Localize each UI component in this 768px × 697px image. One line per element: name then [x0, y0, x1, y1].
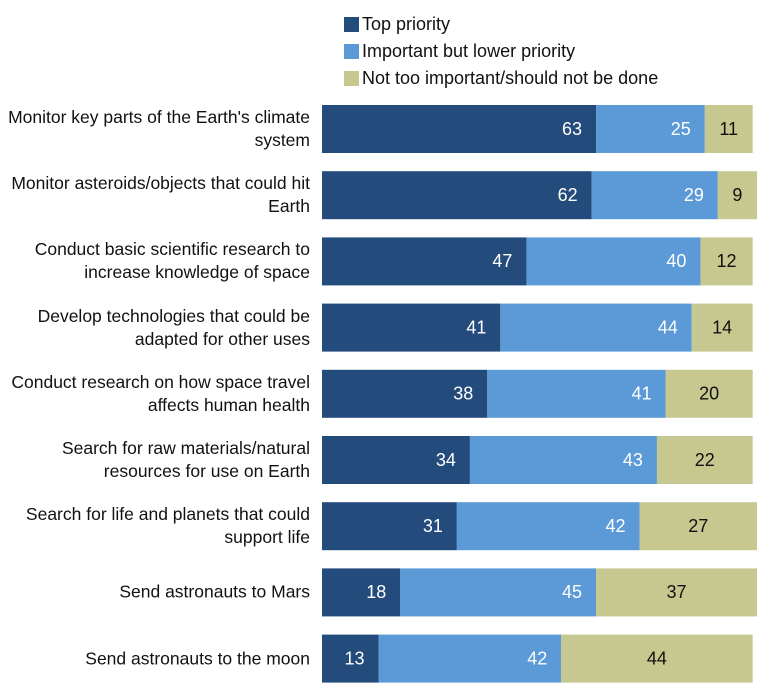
value-label: 47: [492, 251, 512, 271]
category-label: Conduct research on how space travel aff…: [11, 371, 310, 415]
bar-segment: [378, 634, 562, 683]
bar-segment: [561, 634, 753, 683]
category-label: Monitor asteroids/objects that could hit…: [11, 173, 310, 217]
bar-segment: [487, 369, 666, 418]
value-label: 44: [658, 317, 678, 337]
value-label: 12: [717, 251, 737, 271]
legend-swatch: [344, 44, 359, 59]
bar-segment: [400, 568, 597, 617]
legend-label: Important but lower priority: [362, 41, 575, 61]
bar-segment: [704, 105, 753, 153]
value-label: 37: [667, 582, 687, 602]
category-label: Develop technologies that could be adapt…: [37, 305, 310, 349]
value-label: 11: [719, 119, 738, 139]
category-label: Send astronauts to Mars: [119, 581, 310, 602]
bar-segment: [322, 568, 401, 617]
bar-segment: [322, 303, 501, 352]
bar-segment: [456, 502, 640, 551]
value-label: 63: [562, 119, 582, 139]
bar-segment: [717, 171, 757, 220]
value-label: 42: [527, 648, 547, 668]
bar-segment: [322, 105, 597, 153]
bar-segment: [691, 303, 753, 352]
category-label: Monitor key parts of the Earth's climate…: [8, 107, 310, 150]
bar-segment: [500, 303, 692, 352]
value-label: 34: [436, 450, 456, 470]
legend-swatch: [344, 17, 359, 32]
legend-swatch: [344, 71, 359, 86]
bar-segment: [596, 105, 705, 153]
bar-segment: [700, 237, 753, 286]
value-label: 9: [732, 185, 742, 205]
bar-segment: [469, 436, 657, 484]
bar-segment: [322, 369, 488, 418]
value-label: 41: [632, 384, 652, 404]
value-label: 62: [558, 185, 578, 205]
legend-label: Top priority: [362, 14, 450, 34]
bar-segment: [526, 237, 701, 286]
bar-segment: [322, 634, 379, 683]
value-label: 14: [712, 317, 732, 337]
value-label: 13: [345, 648, 365, 668]
legend-label: Not too important/should not be done: [362, 68, 658, 88]
value-label: 25: [671, 119, 691, 139]
value-label: 44: [647, 648, 667, 668]
bar-segment: [591, 171, 718, 220]
bar-segment: [596, 568, 757, 617]
value-label: 18: [366, 582, 386, 602]
category-label: Send astronauts to the moon: [85, 648, 310, 669]
value-label: 40: [666, 251, 686, 271]
value-label: 38: [453, 384, 473, 404]
value-label: 42: [606, 516, 626, 536]
category-label: Search for raw materials/natural resourc…: [61, 438, 310, 481]
value-label: 27: [688, 516, 708, 536]
category-label: Conduct basic scientific research to inc…: [34, 239, 310, 283]
value-label: 29: [684, 185, 704, 205]
value-label: 31: [423, 516, 443, 536]
value-label: 41: [466, 317, 486, 337]
value-label: 20: [699, 384, 719, 404]
value-label: 45: [562, 582, 582, 602]
category-label: Search for life and planets that could s…: [25, 504, 310, 548]
bar-segment: [322, 502, 457, 551]
bar-segment: [322, 436, 470, 484]
value-label: 43: [623, 450, 643, 470]
bar-segment: [639, 502, 757, 551]
bar-segment: [656, 436, 753, 484]
bar-segment: [322, 171, 592, 220]
bar-segment: [665, 369, 753, 418]
value-label: 22: [695, 450, 715, 470]
bar-segment: [322, 237, 527, 286]
